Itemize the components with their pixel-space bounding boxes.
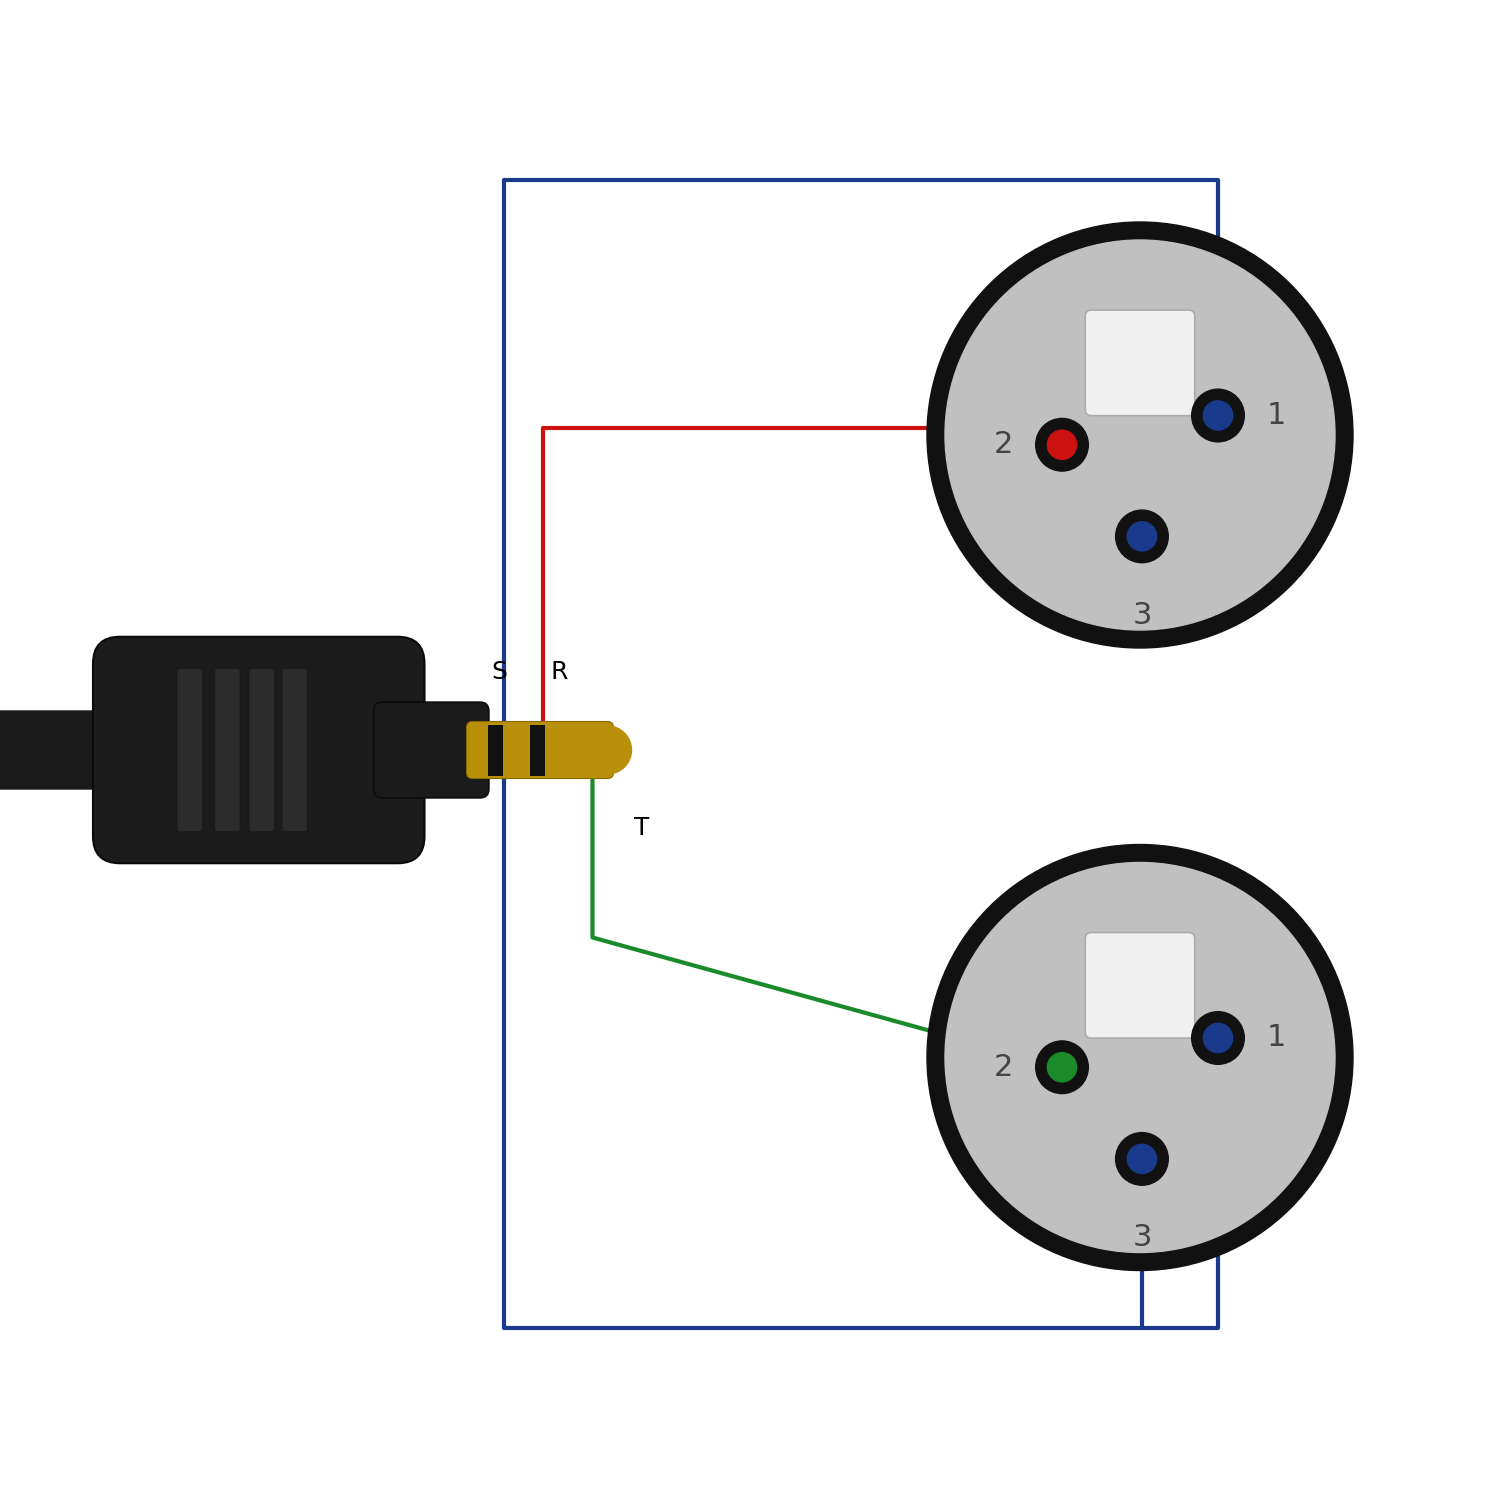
Text: 2: 2 (994, 430, 1014, 459)
Text: 1: 1 (1266, 1023, 1286, 1053)
Text: 1: 1 (1266, 400, 1286, 430)
FancyBboxPatch shape (214, 669, 240, 831)
Text: 2: 2 (994, 1053, 1014, 1082)
Text: T: T (634, 816, 650, 840)
Circle shape (1035, 419, 1089, 471)
Circle shape (1047, 1053, 1077, 1082)
Circle shape (1191, 388, 1245, 442)
FancyBboxPatch shape (0, 711, 170, 789)
FancyBboxPatch shape (1084, 933, 1194, 1038)
FancyBboxPatch shape (177, 669, 203, 831)
Circle shape (1191, 1011, 1245, 1065)
Text: 3: 3 (1132, 602, 1152, 630)
Circle shape (1203, 1023, 1233, 1053)
FancyBboxPatch shape (1084, 310, 1194, 416)
Circle shape (1128, 1144, 1156, 1173)
Circle shape (584, 726, 632, 774)
FancyBboxPatch shape (93, 636, 424, 864)
Text: S: S (492, 660, 507, 684)
Text: 3: 3 (1132, 1224, 1152, 1252)
Circle shape (1047, 430, 1077, 459)
FancyBboxPatch shape (466, 722, 614, 778)
FancyBboxPatch shape (530, 724, 544, 776)
FancyBboxPatch shape (282, 669, 308, 831)
Circle shape (1116, 1132, 1168, 1185)
Circle shape (927, 222, 1353, 648)
Circle shape (945, 240, 1335, 630)
FancyBboxPatch shape (374, 702, 489, 798)
FancyBboxPatch shape (249, 669, 274, 831)
Circle shape (1116, 510, 1168, 562)
Text: R: R (550, 660, 568, 684)
Circle shape (927, 844, 1353, 1270)
Circle shape (1035, 1041, 1089, 1094)
Circle shape (945, 862, 1335, 1252)
FancyBboxPatch shape (488, 724, 502, 776)
Circle shape (1203, 400, 1233, 430)
Circle shape (1128, 522, 1156, 550)
